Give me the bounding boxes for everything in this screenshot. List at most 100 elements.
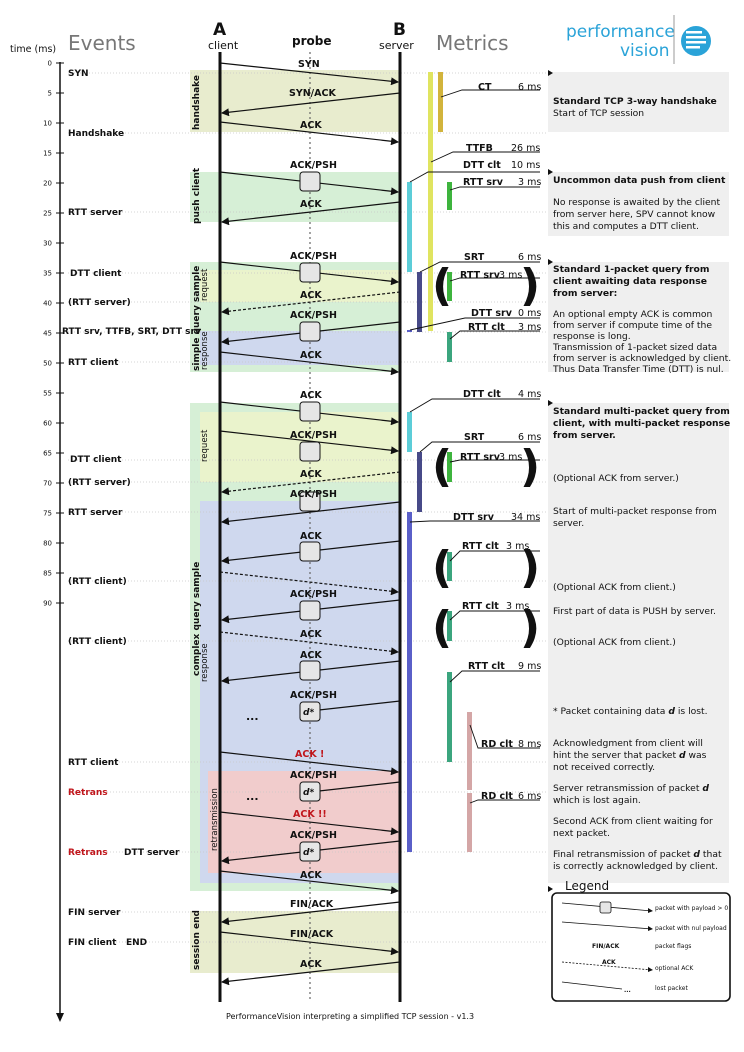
- time-tick-label: 50: [43, 360, 52, 368]
- time-tick-label: 75: [43, 510, 52, 518]
- dtt-srv-bar-2: [407, 512, 412, 852]
- note-simple-l5: from server is acknowledged by client.: [553, 353, 731, 364]
- flag-ackpsh: ACK/PSH: [290, 589, 337, 600]
- metric-srt-label: SRT: [464, 252, 485, 263]
- note-second-2: next packet.: [553, 828, 610, 839]
- packet-ack-3: [219, 351, 399, 376]
- event-fin-server: FIN server: [68, 908, 121, 918]
- time-tick-label: 45: [43, 330, 52, 338]
- event-rtt-server: RTT server: [68, 208, 123, 218]
- flag-ack: ACK: [300, 290, 322, 301]
- payload-box: [299, 600, 321, 621]
- metric-dtt-clt-value-2: 4 ms: [518, 389, 541, 400]
- simple-response-label: response: [200, 331, 210, 370]
- footer-caption: PerformanceVision interpreting a simplif…: [226, 1012, 474, 1021]
- note-complex-t3: from server.: [553, 430, 616, 441]
- svg-text:): ): [520, 260, 540, 311]
- metric-dtt-clt-label: DTT clt: [463, 160, 501, 171]
- time-tick-label: 5: [48, 90, 52, 98]
- flag-finack: FIN/ACK: [290, 929, 334, 940]
- note-push-l2: from server here, SPV cannot know: [553, 209, 716, 220]
- metric-ct-label: CT: [478, 82, 492, 93]
- svg-text:): ): [520, 602, 540, 653]
- note-optional-client-2: (Optional ACK from client.): [553, 637, 676, 648]
- logo-line2: vision: [620, 41, 670, 61]
- packet-finack-2: [219, 931, 399, 956]
- dtt-clt-bar-2: [407, 412, 412, 452]
- dtt-clt-bar-1: [407, 182, 412, 272]
- metric-rtt-clt-value-3: 3 ms: [506, 601, 529, 612]
- metric-rtt-srv-label: RTT srv: [463, 177, 504, 188]
- srt-bar-1: [417, 272, 422, 332]
- metric-srt-label-2: SRT: [464, 432, 485, 443]
- time-tick-label: 35: [43, 270, 52, 278]
- note-ack-2: hint the server that packet d was: [553, 750, 707, 761]
- probe-label: probe: [292, 34, 331, 48]
- srt-bar-2: [417, 452, 422, 512]
- metric-ttfb-label: TTFB: [466, 143, 493, 154]
- metric-dtt-srv-value-2: 34 ms: [511, 512, 540, 523]
- event-rtt-client-optional: (RTT client): [68, 577, 127, 587]
- flag-ack-red-1: ACK !: [295, 749, 324, 760]
- svg-text:(: (: [432, 260, 452, 311]
- rtt-srv-bar-1: [447, 182, 452, 210]
- note-simple-l1: An optional empty ACK is common: [553, 309, 713, 320]
- event-rtt-client-optional-2: (RTT client): [68, 637, 127, 647]
- rtt-srv-bar-2: [447, 272, 452, 301]
- note-handshake-l1: Start of TCP session: [553, 108, 644, 119]
- flag-ackpsh: ACK/PSH: [290, 489, 337, 500]
- metric-rtt-srv-value-3: 3 ms: [499, 452, 522, 463]
- note-simple-t3: from server:: [553, 288, 617, 299]
- rtt-srv-bar-3: [447, 452, 452, 482]
- note-push-l3: this and computes a DTT client.: [553, 221, 699, 232]
- metric-rd-clt-value-2: 6 ms: [518, 791, 541, 802]
- note-complex-t2: client, with multi-packet response: [553, 418, 730, 429]
- flag-ack: ACK: [300, 629, 322, 640]
- flag-ackpsh: ACK/PSH: [290, 251, 337, 262]
- time-tick-label: 10: [43, 120, 52, 128]
- time-axis-arrow: [56, 1013, 64, 1022]
- event-rtt-server-optional-2: (RTT server): [68, 478, 131, 488]
- rtt-clt-bar-3: [447, 611, 452, 641]
- phase-complex-query-label: complex query sample: [192, 562, 202, 676]
- complex-response-label: response: [200, 643, 210, 682]
- time-tick-label: 90: [43, 600, 52, 608]
- flag-finack: FIN/ACK: [290, 899, 334, 910]
- rtt-clt-bar-4: [447, 672, 452, 762]
- svg-text:(: (: [432, 602, 452, 653]
- payload-box: [299, 321, 321, 342]
- flag-ack: ACK: [300, 199, 322, 210]
- event-syn: SYN: [68, 69, 89, 79]
- payload-box: [299, 262, 321, 283]
- event-fin-client: FIN client: [68, 938, 117, 948]
- client-letter: A: [213, 20, 227, 40]
- note-second-1: Second ACK from client waiting for: [553, 816, 713, 827]
- flag-ack-red-2: ACK !!: [293, 809, 327, 820]
- packet-arrows: [219, 62, 401, 986]
- flag-ackpsh: ACK/PSH: [290, 310, 337, 321]
- flag-ackpsh: ACK/PSH: [290, 430, 337, 441]
- metric-rtt-srv-value: 3 ms: [518, 177, 541, 188]
- ttfb-bar: [428, 72, 433, 331]
- packet-ackpsh-5: [221, 501, 401, 526]
- logo-line1: performance: [566, 22, 675, 42]
- time-tick-label: 20: [43, 180, 52, 188]
- legend-payload-box: [599, 901, 612, 914]
- note-simple-l3: response is long.: [553, 331, 631, 342]
- packet-ack-red-1: [219, 751, 399, 776]
- time-tick-label: 40: [43, 300, 52, 308]
- note-lost: * Packet containing data d is lost.: [553, 706, 708, 717]
- metric-ct-value: 6 ms: [518, 82, 541, 93]
- flag-ack: ACK: [300, 959, 322, 970]
- flag-ackpsh: ACK/PSH: [290, 830, 337, 841]
- note-optional-client-1: (Optional ACK from client.): [553, 582, 676, 593]
- note-start-2: server.: [553, 518, 584, 529]
- final-packet-d: d*: [303, 848, 314, 858]
- flag-synack: SYN/ACK: [289, 88, 336, 99]
- metric-rtt-clt-value-4: 9 ms: [518, 661, 541, 672]
- payload-box: [299, 541, 321, 562]
- packet-lost-2: [309, 781, 401, 793]
- note-simple-l2: from server if compute time of the: [553, 320, 712, 331]
- time-tick-label: 70: [43, 480, 52, 488]
- handshake-phase-box: [190, 70, 400, 132]
